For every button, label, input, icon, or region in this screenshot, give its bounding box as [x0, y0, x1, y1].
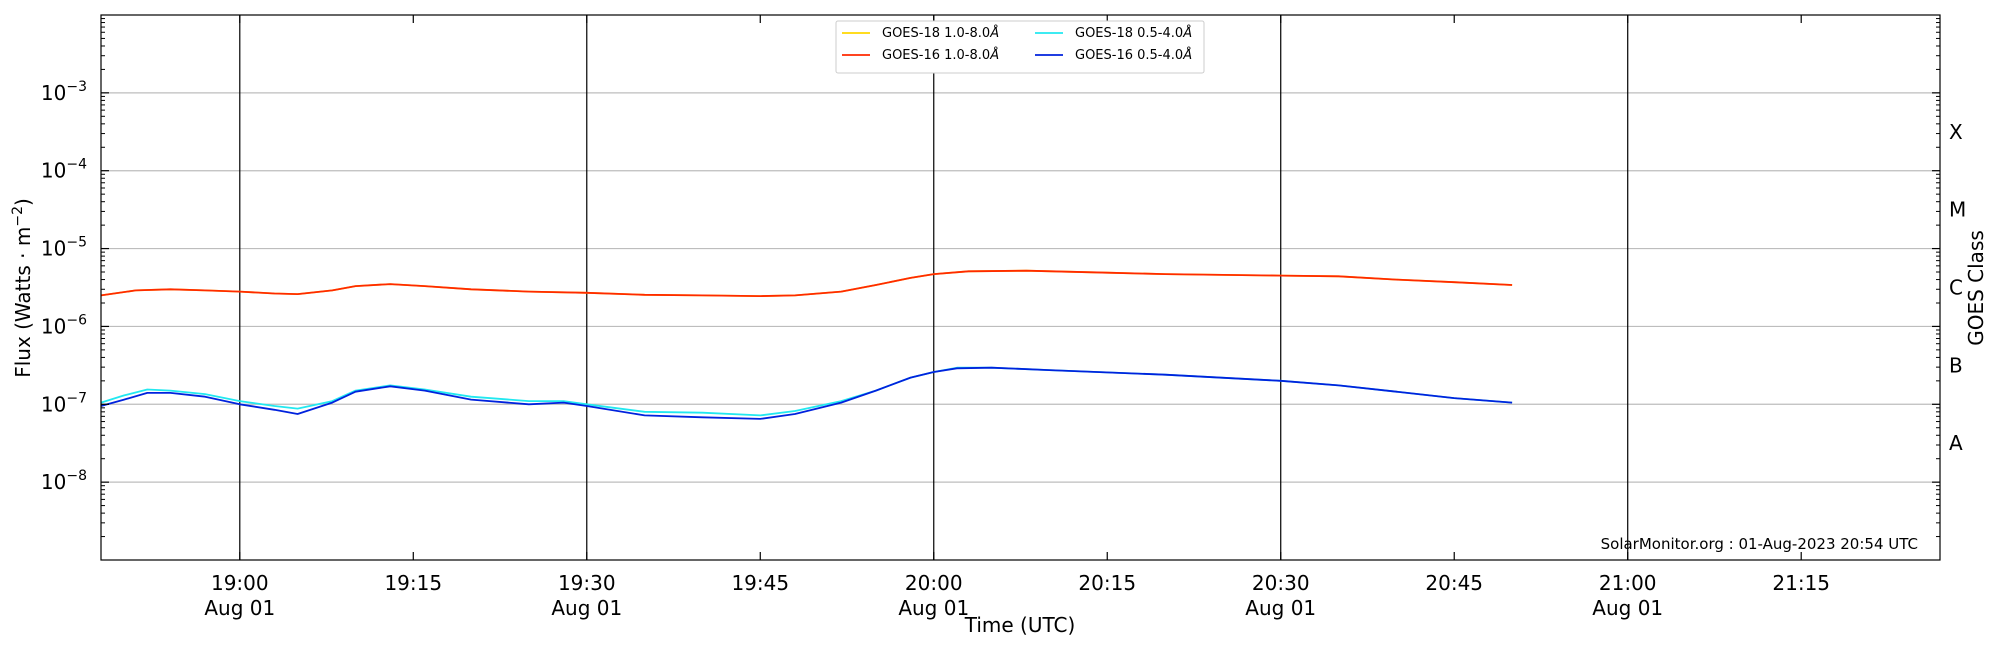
x-tick-label: 20:45: [1425, 571, 1483, 595]
legend-box: [835, 20, 1205, 74]
goes-class-label: A: [1949, 431, 1963, 455]
y-tick-label: 10−6: [41, 312, 87, 338]
y-tick-label: 10−7: [41, 390, 87, 416]
x-tick-label: 21:15: [1772, 571, 1830, 595]
series-line-3: [100, 366, 1513, 420]
y-tick-base: 10: [41, 159, 66, 183]
plot-frame: [100, 14, 1941, 561]
grid-layer: [101, 15, 1940, 560]
y-tick-base: 10: [41, 470, 66, 494]
legend-label-name: GOES-18 0.5-4.0: [1075, 26, 1183, 41]
y-tick-exponent: −5: [66, 235, 87, 251]
y-tick-label: 10−4: [41, 157, 87, 183]
y-tick-base: 10: [41, 314, 66, 338]
x-tick-label: 19:00: [211, 571, 269, 595]
goes-class-label: B: [1949, 353, 1963, 377]
x-tick-date-label: Aug 01: [551, 596, 622, 620]
y-tick-label: 10−3: [41, 79, 87, 105]
goes-class-label: X: [1949, 120, 1963, 144]
x-tick-label: 19:30: [558, 571, 616, 595]
x-tick-label: 20:00: [905, 571, 963, 595]
y-tick-base: 10: [41, 81, 66, 105]
legend-label: GOES-18 1.0-8.0Å: [882, 25, 999, 41]
y-tick-label: 10−8: [41, 468, 87, 494]
legend-label: GOES-16 0.5-4.0Å: [1075, 47, 1192, 63]
y-axis-title-main: Flux (Watts · m: [11, 227, 35, 378]
x-tick-date-label: Aug 01: [204, 596, 275, 620]
y-tick-base: 10: [41, 237, 66, 261]
legend-label-unit: Å: [1182, 47, 1192, 63]
y-tick-exponent: −7: [66, 390, 87, 406]
legend-label: GOES-16 1.0-8.0Å: [882, 47, 999, 63]
legend-label-unit: Å: [1182, 25, 1192, 41]
legend-label-name: GOES-16 1.0-8.0: [882, 48, 990, 63]
x-tick-label: 20:15: [1078, 571, 1136, 595]
y-axis-title: Flux (Watts · m−2): [10, 198, 35, 378]
legend-label-unit: Å: [989, 25, 999, 41]
x-tick-label: 20:30: [1252, 571, 1310, 595]
y-tick-exponent: −6: [66, 312, 87, 328]
x-tick-label: 19:15: [384, 571, 442, 595]
goes-class-label: M: [1949, 198, 1966, 222]
series-layer: [100, 269, 1513, 420]
watermark-text: SolarMonitor.org : 01-Aug-2023 20:54 UTC: [1601, 535, 1918, 553]
y-tick-exponent: −3: [66, 79, 87, 95]
legend-label: GOES-18 0.5-4.0Å: [1075, 25, 1192, 41]
series-line-1: [100, 269, 1513, 298]
x-tick-date-label: Aug 01: [1592, 596, 1663, 620]
y-tick-exponent: −4: [66, 157, 87, 173]
x-tick-label: 21:00: [1599, 571, 1657, 595]
goes-class-label: C: [1949, 276, 1963, 300]
x-tick-date-label: Aug 01: [898, 596, 969, 620]
x-tick-label: 19:45: [731, 571, 789, 595]
y-tick-exponent: −8: [66, 468, 87, 484]
y-axis-title-close: ): [11, 198, 35, 206]
y-axis-title-sup: −2: [10, 206, 26, 227]
legend-label-unit: Å: [989, 47, 999, 63]
x-axis-title: Time (UTC): [964, 613, 1076, 637]
goes-class-axis-title: GOES Class: [1964, 230, 1988, 346]
y-tick-label: 10−5: [41, 235, 87, 261]
x-tick-date-label: Aug 01: [1245, 596, 1316, 620]
legend-label-name: GOES-16 0.5-4.0: [1075, 48, 1183, 63]
legend-label-name: GOES-18 1.0-8.0: [882, 26, 990, 41]
y-tick-base: 10: [41, 392, 66, 416]
